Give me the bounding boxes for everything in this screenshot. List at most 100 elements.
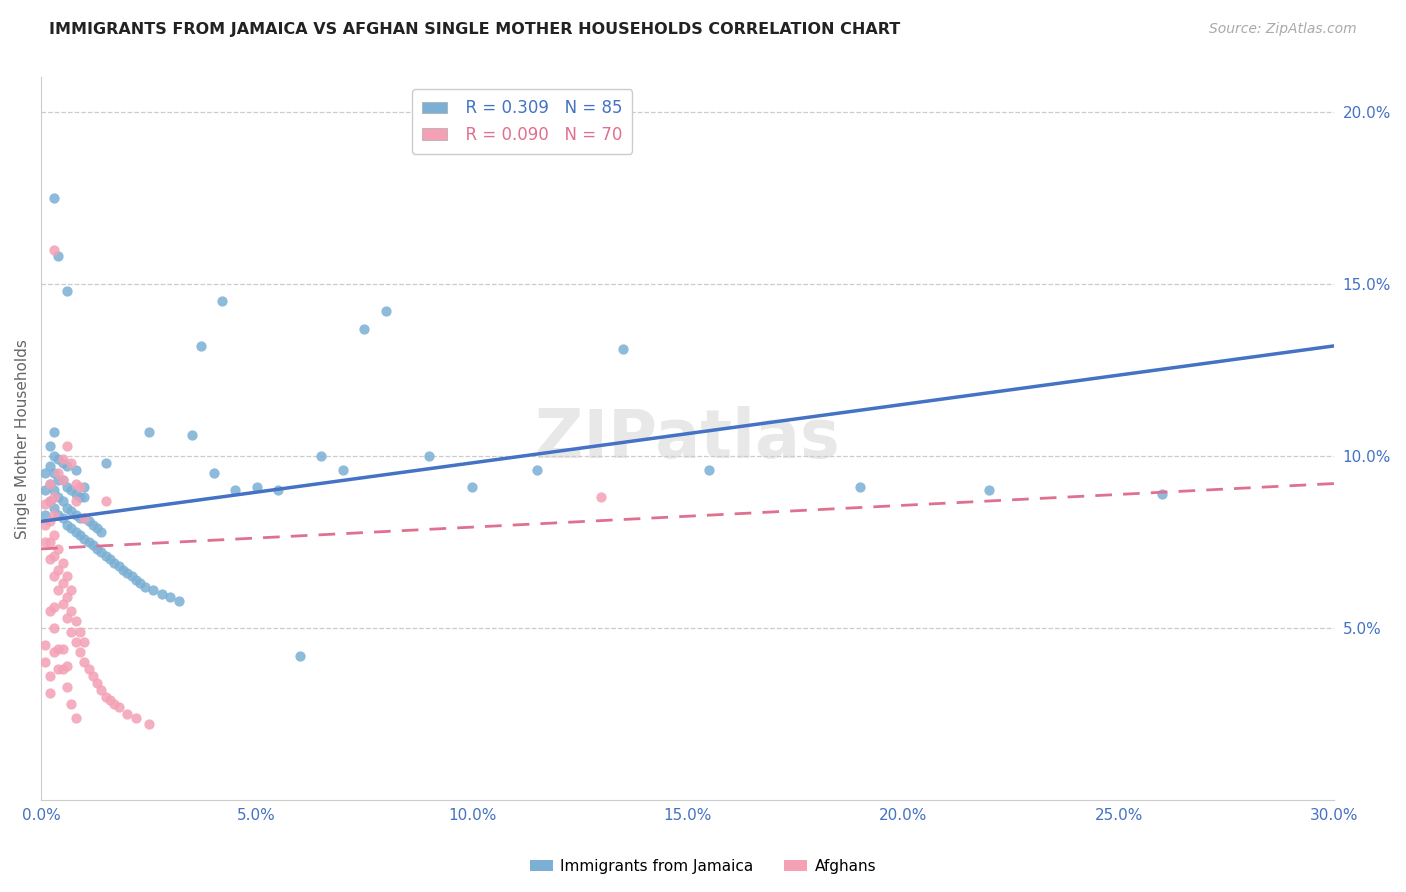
Text: IMMIGRANTS FROM JAMAICA VS AFGHAN SINGLE MOTHER HOUSEHOLDS CORRELATION CHART: IMMIGRANTS FROM JAMAICA VS AFGHAN SINGLE… — [49, 22, 900, 37]
Point — [211, 294, 233, 309]
Point — [38, 552, 60, 566]
Point — [52, 456, 75, 470]
Point — [52, 473, 75, 487]
Point — [34, 508, 56, 522]
Legend: Immigrants from Jamaica, Afghans: Immigrants from Jamaica, Afghans — [523, 853, 883, 880]
Point — [311, 449, 333, 463]
Point — [60, 604, 83, 618]
Point — [48, 452, 70, 467]
Point — [65, 710, 87, 724]
Point — [73, 532, 96, 546]
Point — [52, 452, 75, 467]
Point — [52, 511, 75, 525]
Point — [86, 521, 108, 535]
Point — [48, 491, 70, 505]
Legend:   R = 0.309   N = 85,   R = 0.090   N = 70: R = 0.309 N = 85, R = 0.090 N = 70 — [412, 89, 633, 153]
Point — [52, 662, 75, 676]
Point — [38, 686, 60, 700]
Point — [42, 508, 65, 522]
Point — [69, 624, 91, 639]
Point — [90, 545, 112, 559]
Point — [65, 635, 87, 649]
Point — [73, 656, 96, 670]
Point — [52, 597, 75, 611]
Point — [1150, 487, 1173, 501]
Point — [107, 700, 129, 714]
Point — [56, 284, 79, 298]
Point — [69, 511, 91, 525]
Point — [48, 541, 70, 556]
Point — [56, 569, 79, 583]
Point — [34, 467, 56, 481]
Point — [52, 493, 75, 508]
Point — [34, 656, 56, 670]
Point — [73, 480, 96, 494]
Point — [60, 624, 83, 639]
Point — [56, 611, 79, 625]
Point — [73, 491, 96, 505]
Point — [849, 480, 872, 494]
Point — [38, 476, 60, 491]
Point — [138, 425, 160, 439]
Point — [73, 635, 96, 649]
Point — [42, 569, 65, 583]
Point — [56, 459, 79, 474]
Point — [38, 669, 60, 683]
Point — [34, 483, 56, 498]
Point — [38, 535, 60, 549]
Point — [56, 480, 79, 494]
Point — [332, 463, 354, 477]
Point — [38, 493, 60, 508]
Point — [111, 563, 134, 577]
Point — [65, 614, 87, 628]
Point — [42, 600, 65, 615]
Point — [591, 491, 613, 505]
Point — [38, 476, 60, 491]
Point — [375, 304, 398, 318]
Point — [52, 576, 75, 591]
Point — [353, 321, 375, 335]
Point — [103, 556, 125, 570]
Point — [138, 717, 160, 731]
Point — [42, 645, 65, 659]
Point — [38, 439, 60, 453]
Point — [42, 467, 65, 481]
Point — [94, 690, 117, 704]
Point — [34, 638, 56, 652]
Point — [48, 473, 70, 487]
Point — [52, 473, 75, 487]
Point — [246, 480, 269, 494]
Point — [48, 662, 70, 676]
Point — [56, 590, 79, 604]
Point — [38, 493, 60, 508]
Point — [82, 669, 104, 683]
Point — [526, 463, 548, 477]
Point — [48, 563, 70, 577]
Point — [42, 621, 65, 635]
Point — [69, 491, 91, 505]
Point — [125, 710, 148, 724]
Point — [48, 583, 70, 598]
Point — [418, 449, 440, 463]
Point — [65, 493, 87, 508]
Point — [65, 463, 87, 477]
Point — [86, 541, 108, 556]
Point — [52, 641, 75, 656]
Point — [73, 511, 96, 525]
Point — [60, 521, 83, 535]
Y-axis label: Single Mother Households: Single Mother Households — [15, 339, 30, 539]
Point — [181, 428, 204, 442]
Point — [60, 456, 83, 470]
Point — [107, 559, 129, 574]
Point — [125, 573, 148, 587]
Point — [134, 580, 156, 594]
Point — [65, 524, 87, 539]
Point — [90, 683, 112, 698]
Point — [190, 339, 212, 353]
Point — [77, 515, 100, 529]
Point — [103, 697, 125, 711]
Point — [42, 449, 65, 463]
Point — [56, 680, 79, 694]
Point — [42, 528, 65, 542]
Point — [60, 483, 83, 498]
